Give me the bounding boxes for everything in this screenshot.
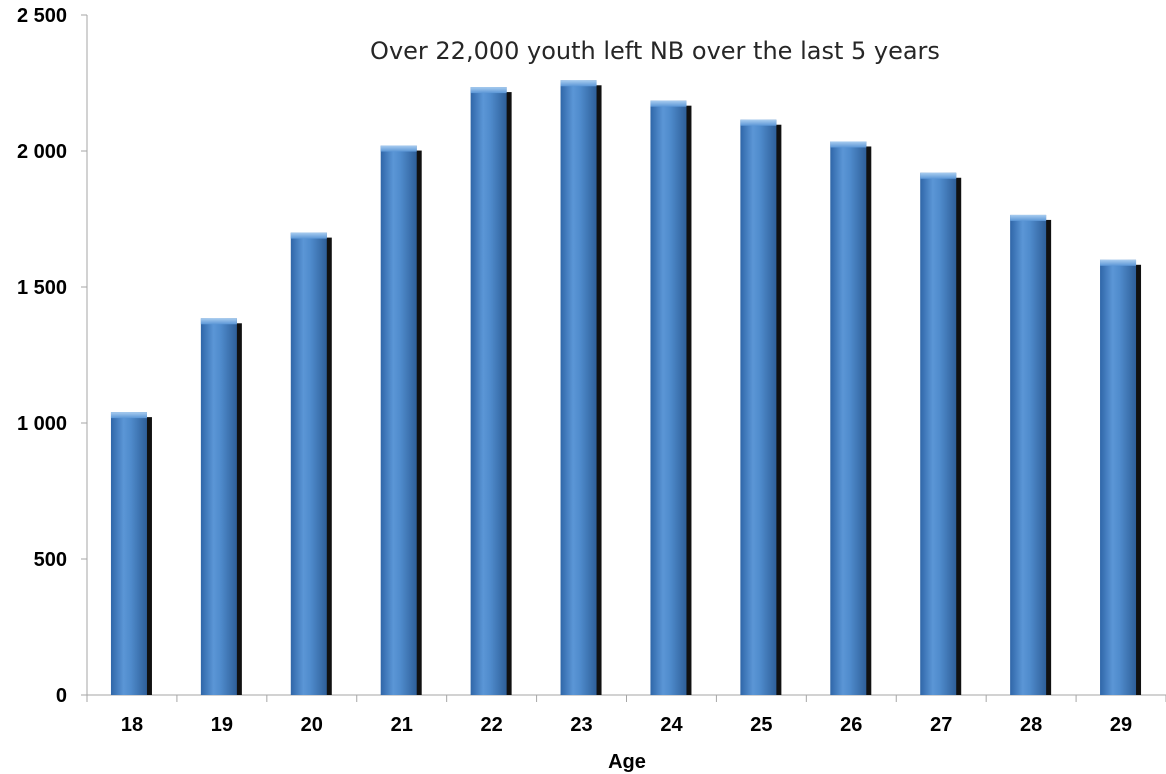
bar-body (920, 172, 957, 695)
bar-body (290, 232, 327, 695)
chart-title: Over 22,000 youth left NB over the last … (370, 37, 940, 65)
bar-27 (920, 172, 962, 695)
bar-body (200, 318, 237, 695)
bar-18 (110, 412, 152, 695)
bar-cap (560, 80, 597, 87)
bar-cap (920, 172, 957, 179)
bar-cap (380, 145, 417, 152)
y-tick-label: 1 500 (17, 277, 67, 299)
bar-28 (1010, 214, 1052, 696)
bar-body (110, 412, 147, 695)
bar-cap (1100, 259, 1137, 266)
bar-22 (470, 87, 512, 695)
y-tick-label: 2 000 (17, 141, 67, 163)
bar-24 (650, 100, 692, 696)
bar-cap (830, 141, 867, 148)
bar-body (560, 80, 597, 695)
bar-body (650, 100, 687, 696)
bar-cap (650, 100, 687, 107)
x-tick-label: 21 (391, 714, 413, 736)
bar-cap (740, 119, 777, 126)
y-tick-label: 1 000 (17, 413, 67, 435)
bar-cap (110, 412, 147, 419)
bar-body (380, 145, 417, 695)
x-tick-label: 22 (481, 714, 503, 736)
bar-cap (1010, 214, 1047, 221)
x-tick-label: 18 (121, 714, 143, 736)
x-tick-label: 23 (570, 714, 592, 736)
bar-20 (290, 232, 332, 695)
x-tick-label: 20 (301, 714, 323, 736)
y-tick-label: 2 500 (17, 5, 67, 27)
y-axis: 0 500 1 000 1 500 2 000 2 500 (17, 5, 88, 707)
bar-19 (200, 318, 242, 695)
x-tick-label: 24 (660, 714, 683, 736)
bar-cap (290, 232, 327, 239)
x-tick-label: 25 (750, 714, 772, 736)
bar-21 (380, 145, 422, 695)
bar-body (1100, 259, 1137, 695)
x-tick-label: 29 (1110, 714, 1132, 736)
x-tick-label: 28 (1020, 714, 1042, 736)
bar-cap (200, 318, 237, 325)
bars (110, 80, 1142, 696)
x-tick-label: 26 (840, 714, 862, 736)
x-tick-label: 19 (211, 714, 233, 736)
bar-cap (470, 87, 507, 94)
bar-26 (830, 141, 872, 696)
y-tick-label: 500 (34, 549, 67, 571)
bar-body (740, 119, 777, 696)
bar-body (1010, 214, 1047, 696)
x-tick-label: 27 (930, 714, 952, 736)
bar-body (470, 87, 507, 695)
y-tick-label: 0 (56, 685, 67, 707)
x-axis: 18 19 20 21 22 23 24 25 26 27 28 29 (86, 694, 1166, 736)
bar-29 (1100, 259, 1142, 695)
bar-body (830, 141, 867, 696)
bar-23 (560, 80, 602, 695)
x-axis-title: Age (608, 751, 646, 773)
bar-25 (740, 119, 782, 696)
